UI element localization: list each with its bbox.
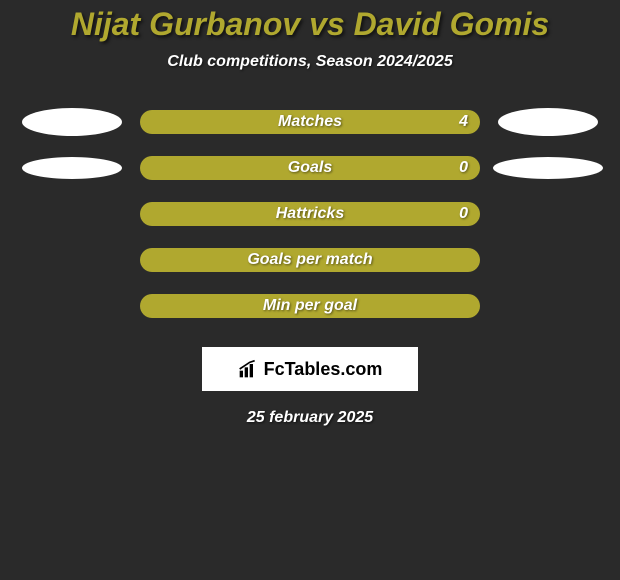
stat-row: Goals 0 [0, 145, 620, 191]
stat-label: Goals [288, 159, 332, 177]
stat-bar: Goals 0 [140, 156, 480, 180]
stat-value: 0 [459, 159, 468, 177]
right-ellipse [498, 108, 598, 136]
stat-label: Hattricks [276, 205, 344, 223]
stat-bar: Matches 4 [140, 110, 480, 134]
chart-icon [238, 359, 258, 379]
stat-row: Goals per match [0, 237, 620, 283]
left-ellipse [22, 157, 122, 179]
stat-value: 4 [459, 113, 468, 131]
left-ellipse [22, 108, 122, 136]
stat-value: 0 [459, 205, 468, 223]
stat-row: Hattricks 0 [0, 191, 620, 237]
stat-label: Goals per match [247, 251, 372, 269]
stat-label: Matches [278, 113, 342, 131]
stat-rows: Matches 4 Goals 0 Hattricks 0 Goals per match M… [0, 99, 620, 329]
stat-bar: Min per goal [140, 294, 480, 318]
logo-text: FcTables.com [264, 359, 383, 380]
stat-bar: Hattricks 0 [140, 202, 480, 226]
logo-box: FcTables.com [202, 347, 418, 391]
date-text: 25 february 2025 [0, 409, 620, 427]
stat-row: Min per goal [0, 283, 620, 329]
stat-label: Min per goal [263, 297, 357, 315]
stat-bar: Goals per match [140, 248, 480, 272]
comparison-subtitle: Club competitions, Season 2024/2025 [0, 53, 620, 71]
right-ellipse [493, 157, 603, 179]
stat-row: Matches 4 [0, 99, 620, 145]
comparison-title: Nijat Gurbanov vs David Gomis [0, 0, 620, 43]
